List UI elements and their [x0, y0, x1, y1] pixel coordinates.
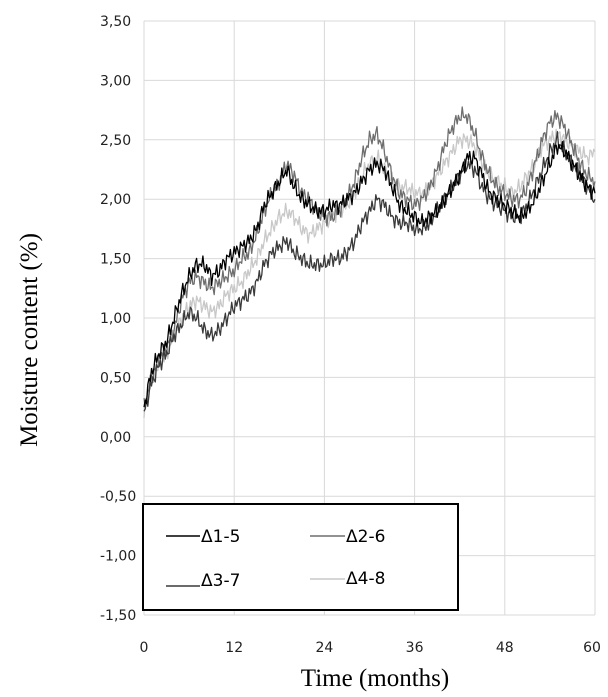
- y-tick-label: 2,00: [100, 192, 131, 208]
- legend-box: [142, 503, 459, 611]
- series-line-15: [143, 140, 596, 408]
- x-tick-label: 0: [140, 640, 149, 656]
- legend-label-d4-8: Δ4-8: [346, 569, 385, 589]
- series-line-26: [143, 106, 596, 408]
- y-tick-label: 1,50: [100, 252, 131, 268]
- y-tick-label: -1,50: [100, 608, 136, 624]
- y-tick-label: 3,50: [100, 14, 131, 30]
- series-lines: [143, 106, 596, 419]
- x-tick-label: 36: [406, 640, 424, 656]
- x-tick-label: 12: [225, 640, 243, 656]
- y-tick-label: 0,00: [100, 430, 131, 446]
- y-tick-label: 3,00: [100, 73, 131, 89]
- series-line-37: [143, 130, 596, 412]
- x-tick-label: 60: [583, 640, 601, 656]
- legend-label-d3-7: Δ3-7: [201, 571, 240, 591]
- y-axis-title: Moisture content (%): [16, 233, 43, 447]
- y-tick-label: 1,00: [100, 311, 131, 327]
- y-tick-label: 0,50: [100, 370, 131, 386]
- x-axis-title: Time (months): [301, 665, 449, 692]
- legend: Δ1-5 Δ2-6 Δ3-7 Δ4-8: [142, 503, 459, 611]
- tick-labels: 3,50 3,00 2,50 2,00 1,50 1,00 0,50 0,00 -0,50 -1,…: [100, 14, 601, 656]
- y-tick-label: 2,50: [100, 133, 131, 149]
- y-tick-label: -0,50: [100, 489, 136, 505]
- series-line-48: [143, 128, 596, 419]
- legend-label-d2-6: Δ2-6: [346, 527, 385, 547]
- x-tick-label: 48: [496, 640, 514, 656]
- x-tick-label: 24: [315, 640, 333, 656]
- legend-label-d1-5: Δ1-5: [201, 527, 240, 547]
- y-tick-label: -1,00: [100, 549, 136, 565]
